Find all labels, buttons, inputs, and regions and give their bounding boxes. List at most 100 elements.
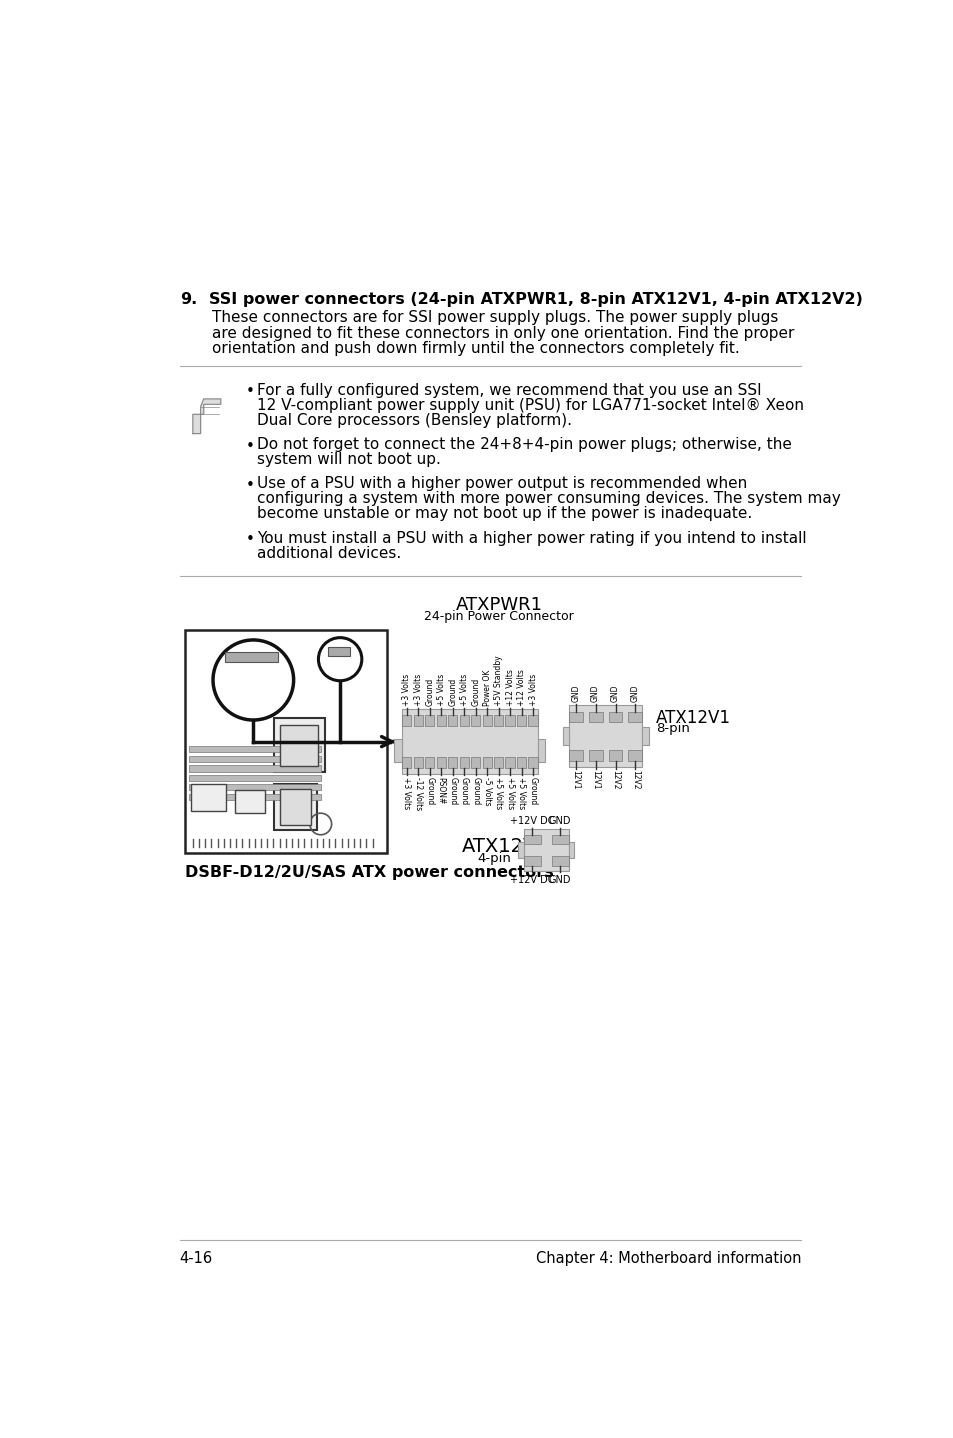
Bar	[448, 716, 456, 726]
Bar	[588, 712, 602, 722]
Text: Ground: Ground	[425, 777, 434, 805]
Text: •: •	[245, 384, 254, 400]
Bar	[551, 835, 568, 844]
Bar	[523, 830, 568, 871]
Bar	[414, 756, 422, 768]
Bar	[494, 756, 503, 768]
Bar	[517, 843, 523, 858]
Text: DSBF-D12/2U/SAS ATX power connectors: DSBF-D12/2U/SAS ATX power connectors	[185, 864, 554, 880]
Bar	[185, 630, 386, 853]
Text: system will not boot up.: system will not boot up.	[257, 452, 440, 467]
Bar	[459, 716, 468, 726]
Text: +5 Volts: +5 Volts	[517, 777, 525, 810]
Text: 24-pin Power Connector: 24-pin Power Connector	[424, 610, 574, 623]
Text: configuring a system with more power consuming devices. The system may: configuring a system with more power con…	[257, 492, 840, 506]
Bar	[471, 756, 479, 768]
Bar	[568, 712, 582, 722]
Text: For a fully configured system, we recommend that you use an SSI: For a fully configured system, we recomm…	[257, 383, 761, 398]
Text: become unstable or may not boot up if the power is inadequate.: become unstable or may not boot up if th…	[257, 506, 752, 522]
Text: 8-pin: 8-pin	[656, 722, 689, 735]
Text: •: •	[245, 477, 254, 493]
Bar	[517, 756, 526, 768]
Bar	[192, 784, 226, 811]
Bar	[568, 843, 574, 858]
Bar	[189, 784, 320, 789]
Text: +3 Volts: +3 Volts	[414, 674, 422, 706]
Bar	[189, 794, 320, 800]
Bar	[628, 712, 641, 722]
Bar	[562, 728, 568, 745]
Bar	[523, 835, 540, 844]
Bar	[523, 856, 540, 866]
Text: Do not forget to connect the 24+8+4-pin power plugs; otherwise, the: Do not forget to connect the 24+8+4-pin …	[257, 437, 791, 452]
Text: 9.: 9.	[179, 292, 196, 306]
Text: +12 Volts: +12 Volts	[517, 669, 525, 706]
Bar	[448, 756, 456, 768]
Bar	[517, 716, 526, 726]
Bar	[189, 765, 320, 772]
Bar	[274, 719, 324, 772]
Text: GND: GND	[591, 684, 599, 702]
Bar	[189, 775, 320, 781]
Text: 12 V-compliant power supply unit (PSU) for LGA771-socket Intel® Xeon: 12 V-compliant power supply unit (PSU) f…	[257, 398, 803, 413]
Bar	[482, 716, 492, 726]
Text: •: •	[245, 439, 254, 453]
Text: +12V DC: +12V DC	[510, 874, 554, 884]
Text: Chapter 4: Motherboard information: Chapter 4: Motherboard information	[536, 1251, 801, 1265]
Bar	[459, 756, 468, 768]
Text: +12 Volts: +12 Volts	[505, 669, 514, 706]
Bar	[425, 716, 434, 726]
Text: +3 Volts: +3 Volts	[402, 674, 411, 706]
Bar	[328, 647, 350, 656]
Bar	[225, 651, 278, 663]
Text: PSON#: PSON#	[436, 777, 445, 804]
Text: Ground: Ground	[425, 677, 434, 706]
Bar	[189, 756, 320, 762]
Bar	[537, 739, 545, 762]
Text: +5V Standby: +5V Standby	[494, 656, 502, 706]
Bar	[568, 706, 641, 766]
Text: +5 Volts: +5 Volts	[459, 674, 468, 706]
Bar	[628, 751, 641, 761]
Bar	[608, 751, 621, 761]
Text: Ground: Ground	[471, 777, 479, 805]
Text: additional devices.: additional devices.	[257, 545, 401, 561]
Text: Ground: Ground	[448, 677, 456, 706]
Bar	[471, 716, 479, 726]
Bar	[425, 756, 434, 768]
Text: Ground: Ground	[448, 777, 456, 805]
Text: 12V2: 12V2	[610, 771, 619, 789]
Text: +12V DC: +12V DC	[510, 815, 554, 825]
Text: 4-pin: 4-pin	[476, 853, 511, 866]
Text: +5 Volts: +5 Volts	[436, 674, 445, 706]
Text: SSI power connectors (24-pin ATXPWR1, 8-pin ATX12V1, 4-pin ATX12V2): SSI power connectors (24-pin ATXPWR1, 8-…	[209, 292, 862, 306]
Bar	[274, 784, 316, 830]
Bar	[505, 756, 515, 768]
Text: ATX12V1: ATX12V1	[656, 709, 731, 728]
Text: 4-16: 4-16	[179, 1251, 213, 1265]
Bar	[189, 746, 320, 752]
Bar	[505, 716, 515, 726]
Bar	[402, 716, 411, 726]
Text: -5 Volts: -5 Volts	[482, 777, 491, 805]
Text: Power OK: Power OK	[482, 670, 491, 706]
Text: Ground: Ground	[471, 677, 479, 706]
Text: Ground: Ground	[528, 777, 537, 805]
Bar	[568, 751, 582, 761]
Bar	[528, 756, 537, 768]
Text: GND: GND	[548, 815, 571, 825]
Bar	[551, 856, 568, 866]
Text: +3 Volts: +3 Volts	[528, 674, 537, 706]
Text: +5 Volts: +5 Volts	[494, 777, 502, 810]
Bar	[402, 709, 537, 774]
Bar	[279, 789, 311, 825]
Bar	[280, 725, 318, 766]
Text: are designed to fit these connectors in only one orientation. Find the proper: are designed to fit these connectors in …	[212, 326, 794, 341]
Bar	[608, 712, 621, 722]
Text: •: •	[245, 532, 254, 546]
Text: -12 Volts: -12 Volts	[414, 777, 422, 810]
Text: Use of a PSU with a higher power output is recommended when: Use of a PSU with a higher power output …	[257, 476, 746, 492]
Text: You must install a PSU with a higher power rating if you intend to install: You must install a PSU with a higher pow…	[257, 531, 806, 545]
Text: Dual Core processors (Bensley platform).: Dual Core processors (Bensley platform).	[257, 413, 572, 427]
Bar	[402, 756, 411, 768]
